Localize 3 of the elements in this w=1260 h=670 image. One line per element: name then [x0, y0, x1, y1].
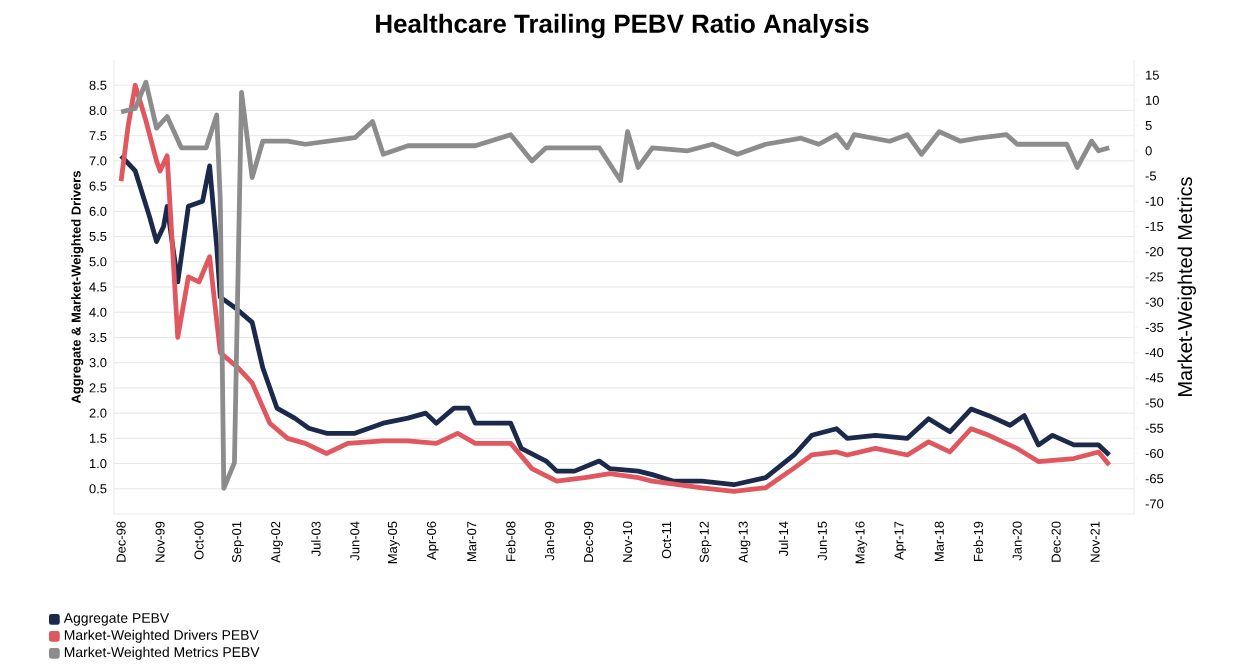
chart-title: Healthcare Trailing PEBV Ratio Analysis [376, 13, 869, 39]
line-series [118, 153, 1112, 488]
y2-axis-title: Market-Weighted Metrics [1177, 177, 1197, 396]
